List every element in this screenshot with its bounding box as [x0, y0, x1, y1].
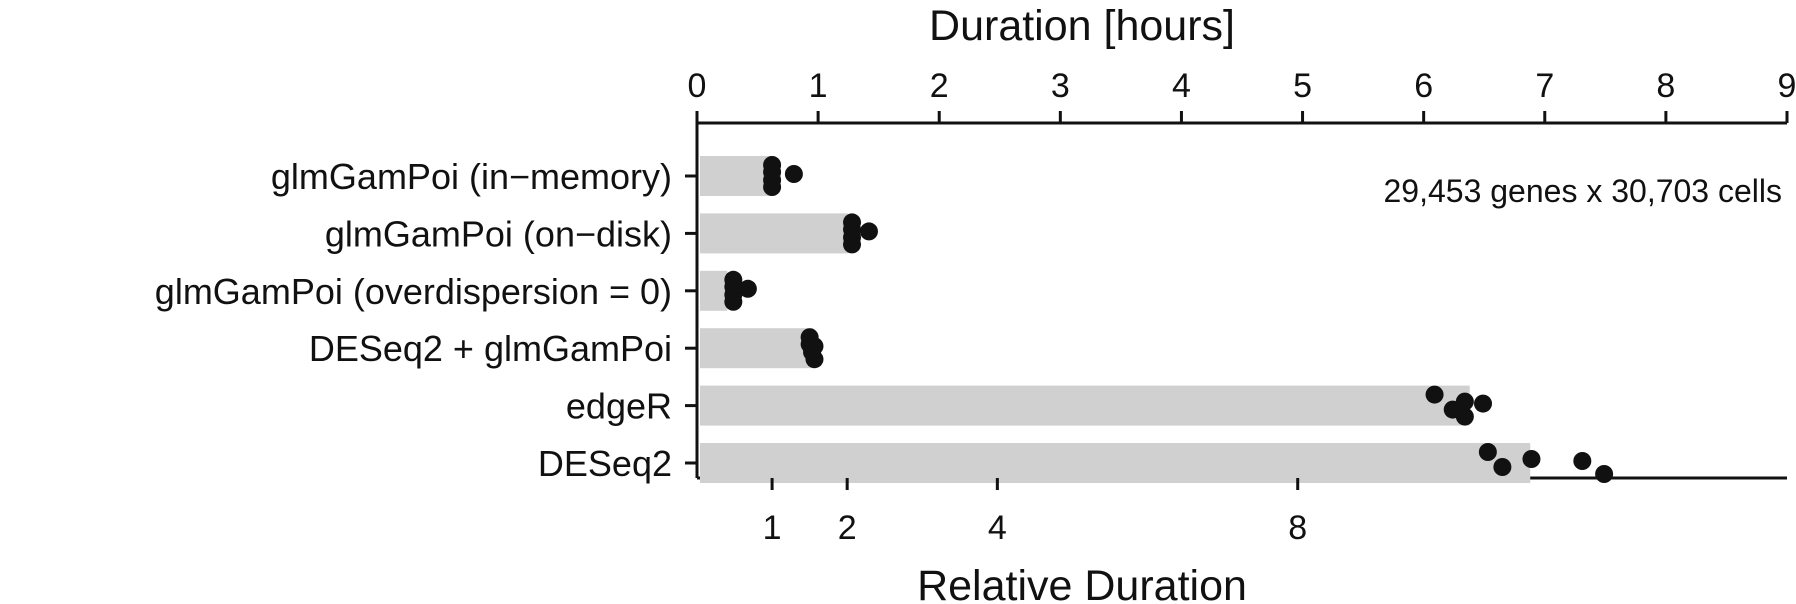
data-point	[1573, 452, 1592, 470]
top-axis-tick-label: 5	[1293, 67, 1312, 105]
category-labels: glmGamPoi (in−memory) glmGamPoi (on−disk)…	[155, 156, 697, 484]
bar	[700, 328, 814, 369]
bottom-axis-tick-label: 1	[763, 509, 782, 547]
data-point	[805, 350, 824, 369]
data-point	[843, 235, 862, 254]
data-point	[1493, 458, 1512, 476]
top-axis-tick-label: 3	[1051, 67, 1070, 105]
top-axis-tick-label: 7	[1535, 67, 1554, 105]
data-point	[1478, 443, 1497, 461]
bar	[700, 156, 773, 196]
data-point	[1455, 407, 1474, 426]
top-axis-tick-label: 1	[809, 67, 828, 105]
bottom-axis-tick-label: 4	[988, 509, 1007, 547]
bar	[700, 213, 849, 254]
category-label: glmGamPoi (on−disk)	[325, 213, 672, 254]
top-axis-ticks: 0 1 2 3 4 5 6 7 8 9	[688, 67, 1796, 123]
category-label: edgeR	[566, 386, 672, 427]
bar	[700, 443, 1531, 483]
top-axis-tick-label: 9	[1778, 67, 1796, 105]
bottom-axis-ticks: 1 2 4 8	[763, 478, 1307, 547]
top-axis-tick-label: 4	[1172, 67, 1191, 105]
category-label: glmGamPoi (overdispersion = 0)	[155, 271, 672, 312]
data-point	[738, 279, 757, 298]
data-points	[724, 156, 1614, 483]
category-label: glmGamPoi (in−memory)	[271, 156, 672, 197]
data-point	[1425, 385, 1444, 404]
dataset-annotation: 29,453 genes x 30,703 cells	[1383, 173, 1782, 209]
data-point	[763, 178, 782, 196]
bottom-axis-tick-label: 8	[1288, 509, 1307, 547]
top-axis-tick-label: 2	[930, 67, 949, 105]
bars	[700, 156, 1531, 483]
category-label: DESeq2 + glmGamPoi	[309, 328, 672, 369]
data-point	[1522, 450, 1541, 468]
data-point	[724, 292, 743, 311]
top-axis-tick-label: 8	[1656, 67, 1675, 105]
bar	[700, 385, 1470, 426]
data-point	[1595, 465, 1614, 483]
top-axis-title: Duration [hours]	[929, 2, 1235, 50]
data-point	[859, 222, 878, 241]
bottom-axis-title: Relative Duration	[917, 562, 1247, 604]
top-axis-tick-label: 0	[688, 67, 707, 105]
data-point	[1474, 394, 1493, 413]
bottom-axis-tick-label: 2	[838, 509, 857, 547]
category-label: DESeq2	[538, 443, 672, 484]
top-axis-tick-label: 6	[1414, 67, 1433, 105]
data-point	[805, 337, 824, 356]
bar	[700, 270, 728, 311]
data-point	[784, 165, 803, 183]
